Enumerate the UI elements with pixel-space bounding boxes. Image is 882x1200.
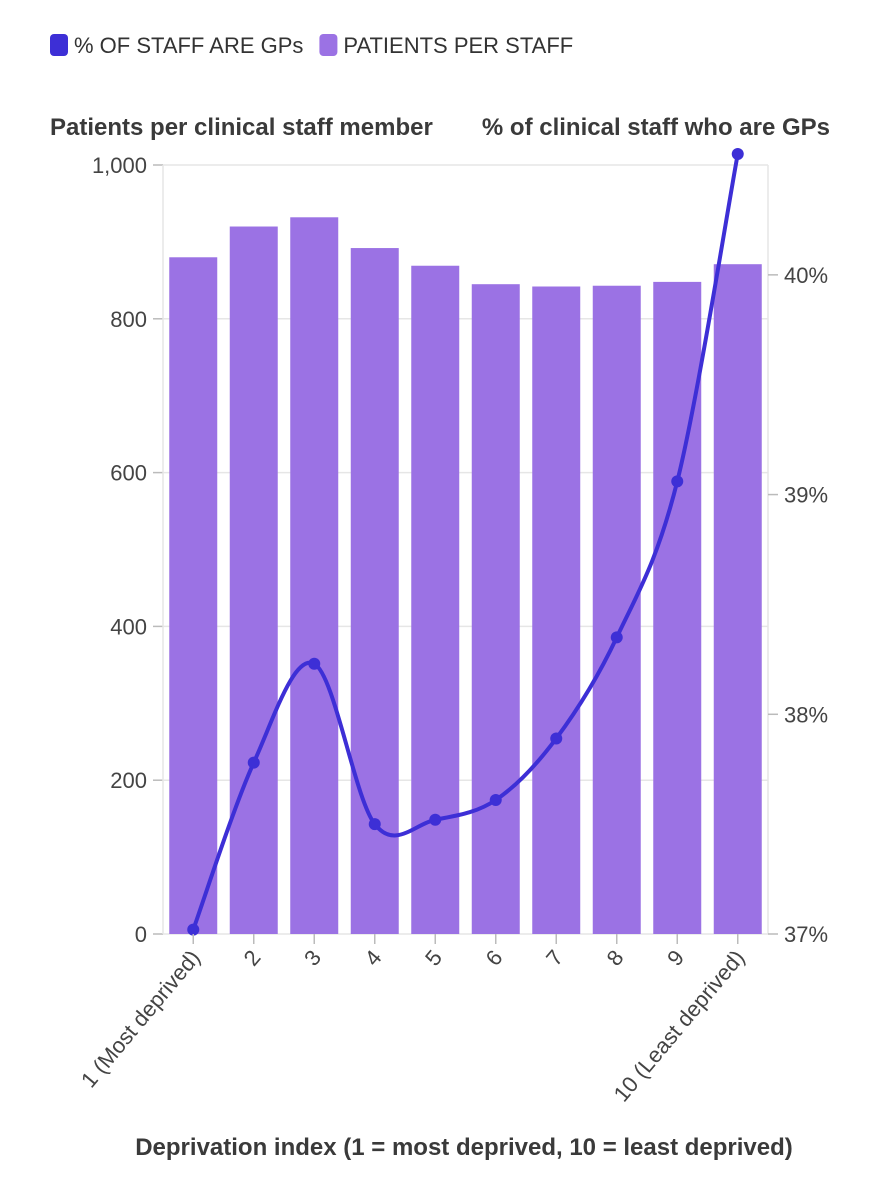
right-tick-label: 38%	[784, 702, 828, 727]
bar-4	[350, 248, 399, 934]
left-axis-ticks: 0 200 400 600 800 1,000	[92, 153, 147, 947]
gp-point-7	[550, 732, 563, 745]
bar-2	[229, 226, 278, 934]
gp-point-5	[429, 813, 442, 826]
left-tick-label: 0	[135, 922, 147, 947]
right-tick-label: 37%	[784, 922, 828, 947]
left-tick-label: 200	[110, 768, 147, 793]
x-axis-title: Deprivation index (1 = most deprived, 10…	[135, 1134, 793, 1161]
x-tick-label: 9	[662, 945, 689, 970]
legend-swatch-2	[319, 34, 338, 56]
left-tick-label: 400	[110, 614, 147, 639]
gp-point-10	[731, 148, 744, 161]
x-tick-label: 2	[239, 945, 266, 970]
legend-swatch-1	[50, 34, 68, 56]
x-tick-label: 6	[481, 945, 508, 970]
left-axis-title: Patients per clinical staff member	[50, 114, 433, 141]
x-tick-label: 7	[541, 945, 568, 970]
bar-9	[653, 281, 702, 934]
legend: % OF STAFF ARE GPs PATIENTS PER STAFF	[50, 33, 573, 58]
x-tick-label: 8	[602, 945, 629, 970]
legend-label-2: PATIENTS PER STAFF	[343, 33, 573, 58]
right-tick-label: 40%	[784, 263, 828, 288]
gp-point-8	[610, 631, 623, 644]
right-tick-label: 39%	[784, 483, 828, 508]
bar-3	[290, 217, 339, 935]
legend-label-1: % OF STAFF ARE GPs	[74, 33, 303, 58]
x-axis-ticks: 1 (Most deprived) 2 3 4 5 6 7 8 910 (Least depri…	[76, 934, 750, 1106]
bar-7	[532, 286, 581, 934]
right-axis-title: % of clinical staff who are GPs	[482, 114, 830, 141]
left-tick-label: 1,000	[92, 153, 147, 178]
bar-8	[592, 285, 641, 934]
x-tick-label: 4	[360, 945, 387, 970]
gp-point-3	[308, 657, 321, 670]
right-axis-ticks: 37% 38% 39% 40%	[768, 263, 828, 947]
gp-point-1	[187, 923, 200, 936]
bar-10	[713, 264, 762, 934]
gp-point-4	[368, 818, 381, 831]
gp-point-6	[489, 793, 502, 806]
x-tick-label: 5	[420, 945, 447, 970]
left-tick-label: 600	[110, 461, 147, 486]
x-tick-label: 3	[299, 945, 326, 970]
x-tick-label: 1 (Most deprived)	[76, 945, 205, 1092]
left-tick-label: 800	[110, 307, 147, 332]
gp-percent-line	[187, 148, 744, 936]
gp-point-2	[247, 756, 260, 769]
bar-1	[169, 257, 218, 934]
gp-point-9	[671, 475, 684, 488]
bar-5	[411, 265, 460, 934]
bars	[169, 217, 762, 935]
bar-6	[471, 284, 520, 934]
